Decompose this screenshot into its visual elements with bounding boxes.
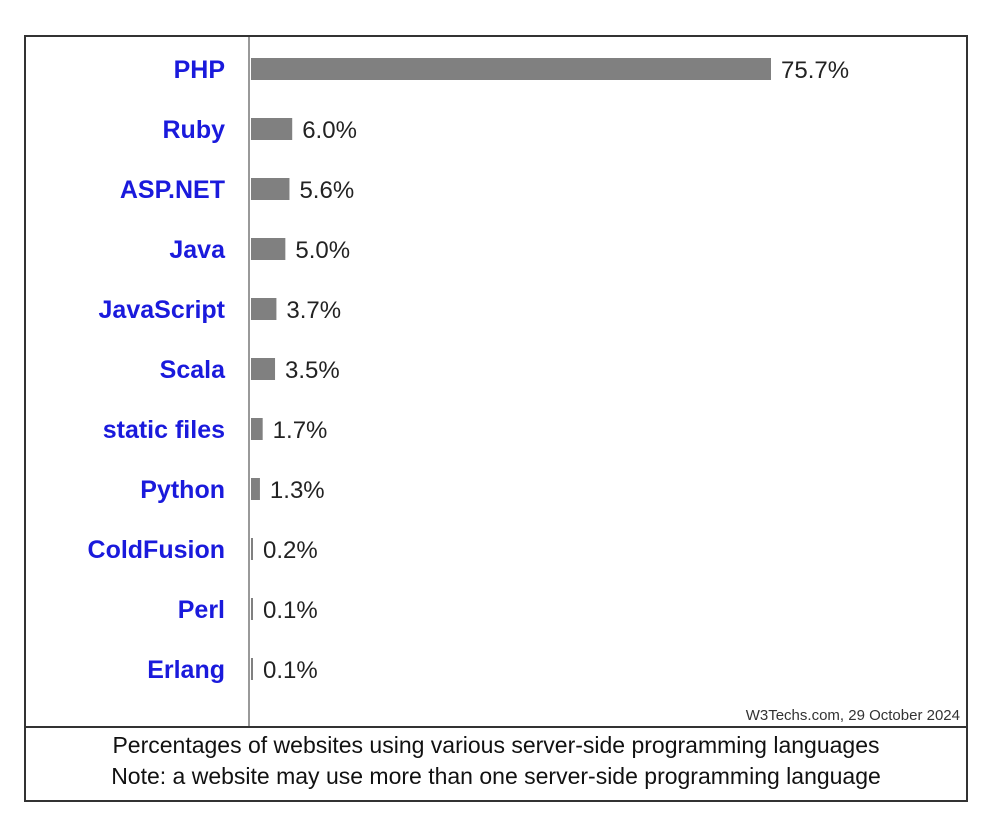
- category-label-javascript[interactable]: JavaScript: [99, 296, 226, 324]
- category-label-erlang[interactable]: Erlang: [147, 656, 225, 684]
- category-label-perl[interactable]: Perl: [178, 596, 225, 624]
- value-label-asp-net: 5.6%: [299, 177, 354, 204]
- bar-ruby: [251, 118, 293, 140]
- category-label-python[interactable]: Python: [140, 476, 225, 504]
- source-credit: W3Techs.com, 29 October 2024: [745, 707, 960, 724]
- category-label-java[interactable]: Java: [169, 236, 226, 264]
- category-label-asp-net[interactable]: ASP.NET: [120, 176, 225, 204]
- bar-coldfusion: [251, 538, 253, 560]
- value-label-ruby: 6.0%: [302, 117, 357, 144]
- value-label-scala: 3.5%: [285, 357, 340, 384]
- category-label-static-files[interactable]: static files: [103, 416, 225, 444]
- value-label-javascript: 3.7%: [286, 297, 341, 324]
- value-label-php: 75.7%: [781, 57, 849, 84]
- category-label-php[interactable]: PHP: [174, 56, 225, 84]
- caption-line-1: Percentages of websites using various se…: [112, 732, 880, 758]
- y-axis-line: [248, 37, 250, 726]
- bar-javascript: [251, 298, 277, 320]
- caption-line-2: Note: a website may use more than one se…: [111, 763, 881, 789]
- bar-python: [251, 478, 260, 500]
- value-label-erlang: 0.1%: [263, 657, 318, 684]
- value-label-python: 1.3%: [270, 477, 325, 504]
- bar-asp-net: [251, 178, 290, 200]
- value-label-java: 5.0%: [295, 237, 350, 264]
- value-label-perl: 0.1%: [263, 597, 318, 624]
- bar-perl: [251, 598, 253, 620]
- category-label-ruby[interactable]: Ruby: [163, 116, 226, 144]
- caption-divider: [26, 726, 966, 728]
- category-label-scala[interactable]: Scala: [160, 356, 226, 384]
- bar-java: [251, 238, 286, 260]
- bar-static-files: [251, 418, 263, 440]
- bar-erlang: [251, 658, 253, 680]
- bar-php: [251, 58, 771, 80]
- chart-frame: PHP 75.7% Ruby 6.0% ASP.NET 5.6% Java 5.0% JavaS…: [24, 35, 968, 802]
- value-label-static-files: 1.7%: [273, 417, 328, 444]
- category-label-coldfusion[interactable]: ColdFusion: [88, 536, 225, 564]
- bar-scala: [251, 358, 276, 380]
- bar-chart: PHP 75.7% Ruby 6.0% ASP.NET 5.6% Java 5.0% JavaS…: [88, 56, 850, 684]
- chart-caption: Percentages of websites using various se…: [26, 730, 966, 792]
- value-label-coldfusion: 0.2%: [263, 537, 318, 564]
- plot-area: PHP 75.7% Ruby 6.0% ASP.NET 5.6% Java 5.0% JavaS…: [26, 37, 966, 726]
